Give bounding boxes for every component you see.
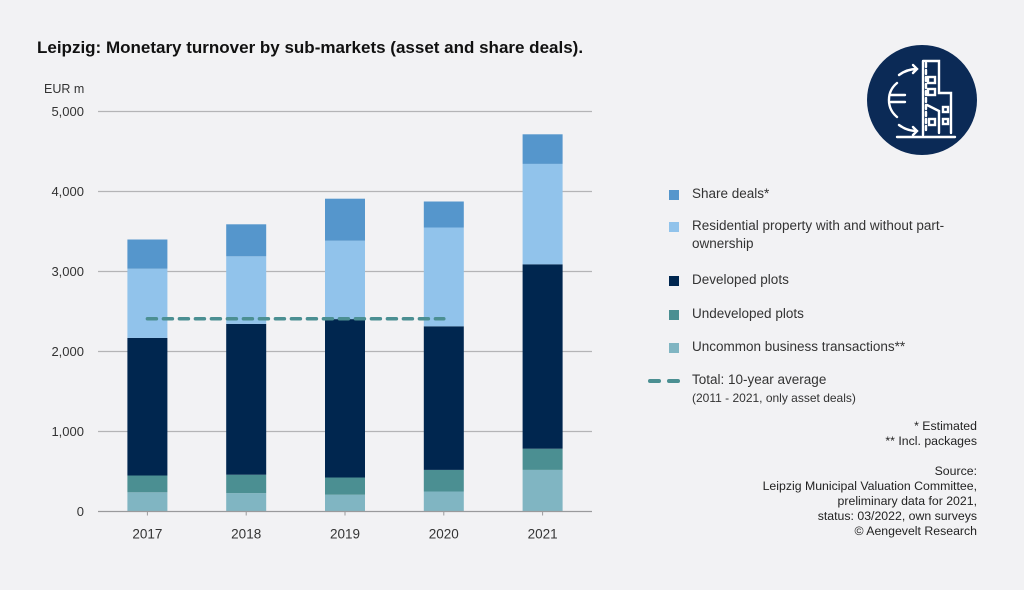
building-outline-icon	[895, 59, 957, 139]
x-tick-label: 2019	[330, 527, 360, 542]
bars	[127, 134, 563, 512]
bar-segment-residential	[226, 256, 267, 324]
bar-segment-developed	[127, 337, 168, 476]
bar-stack-2019	[325, 198, 365, 512]
x-tick-label: 2021	[528, 527, 558, 542]
bar-segment-residential	[325, 240, 365, 320]
source-line: Leipzig Municipal Valuation Committee,	[762, 479, 977, 493]
bar-segment-uncommon	[423, 491, 464, 512]
legend-label: Residential property with and without pa…	[692, 218, 945, 251]
y-axis-unit-label: EUR m	[44, 82, 84, 96]
bar-segment-developed	[325, 319, 365, 478]
y-tick-label: 2,000	[51, 344, 84, 359]
legend-label: Share deals*	[692, 186, 770, 201]
legend-label-average: Total: 10-year average (2011 - 2021, onl…	[692, 371, 962, 407]
note-packages: ** Incl. packages	[885, 434, 977, 448]
bar-stack-2018	[226, 224, 267, 512]
bar-segment-share_deals	[127, 239, 168, 269]
bar-segment-developed	[522, 264, 563, 449]
bar-segment-undeveloped	[325, 477, 365, 495]
bar-stack-2021	[522, 134, 563, 512]
bar-segment-share_deals	[423, 201, 464, 228]
arrow-top-icon	[897, 63, 919, 77]
legend-swatch-residential	[669, 222, 679, 232]
bar-segment-developed	[423, 326, 464, 470]
bar-segment-uncommon	[522, 469, 563, 512]
x-tick-label: 2020	[429, 527, 459, 542]
source-line: preliminary data for 2021,	[837, 494, 977, 508]
legend-label: Uncommon business transactions**	[692, 339, 906, 354]
bar-segment-undeveloped	[522, 448, 563, 470]
y-axis-ticks: 0 1,000 2,000 3,000 4,000 5,000	[51, 104, 84, 519]
bar-segment-share_deals	[226, 224, 267, 257]
legend-dash-average	[667, 379, 680, 383]
y-tick-label: 5,000	[51, 104, 84, 119]
y-tick-label: 1,000	[51, 424, 84, 439]
x-axis: 2017 2018 2019 2020 2021	[98, 510, 592, 542]
arrow-bottom-icon	[897, 123, 919, 137]
x-tick-label: 2018	[231, 527, 261, 542]
bar-segment-uncommon	[325, 494, 365, 512]
euro-buildings-icon	[867, 45, 977, 155]
bar-segment-undeveloped	[423, 469, 464, 492]
euro-arc-icon	[887, 81, 899, 119]
bar-segment-share_deals	[325, 198, 365, 241]
chart-title: Leipzig: Monetary turnover by sub-market…	[37, 38, 584, 57]
y-tick-label: 0	[77, 504, 84, 519]
bar-segment-undeveloped	[226, 474, 267, 494]
legend-swatch-undeveloped	[669, 310, 679, 320]
bar-segment-share_deals	[522, 134, 563, 164]
y-tick-label: 3,000	[51, 264, 84, 279]
y-tick-label: 4,000	[51, 184, 84, 199]
bar-segment-uncommon	[127, 492, 168, 512]
bar-segment-uncommon	[226, 493, 267, 512]
legend-label: Undeveloped plots	[692, 306, 804, 321]
bar-segment-developed	[226, 323, 267, 475]
bar-stack-2020	[423, 201, 464, 512]
legend-swatch-share-deals	[669, 190, 679, 200]
legend-swatch-uncommon	[669, 343, 679, 353]
bar-segment-undeveloped	[127, 475, 168, 493]
note-estimated: * Estimated	[914, 419, 977, 433]
footnotes: * Estimated ** Incl. packages Source: Le…	[763, 419, 977, 539]
legend-average-title: Total: 10-year average	[692, 372, 827, 387]
bar-segment-residential	[522, 163, 563, 265]
legend-dash-average	[648, 379, 661, 383]
legend-average-note: (2011 - 2021, only asset deals)	[692, 391, 856, 405]
legend-label: Developed plots	[692, 272, 789, 287]
source-label: Source:	[934, 464, 977, 478]
legend-swatch-developed	[669, 276, 679, 286]
source-line: © Aengevelt Research	[854, 524, 977, 538]
bar-segment-residential	[127, 268, 168, 338]
x-tick-label: 2017	[132, 527, 162, 542]
source-line: status: 03/2022, own surveys	[817, 509, 977, 523]
bar-stack-2017	[127, 239, 168, 512]
bar-segment-residential	[423, 227, 464, 327]
